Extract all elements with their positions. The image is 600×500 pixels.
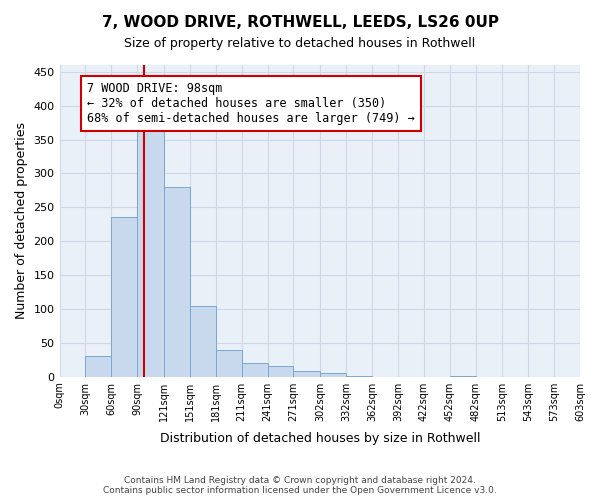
Bar	[85, 356, 112, 376]
Bar	[268, 366, 293, 376]
Bar	[216, 350, 242, 376]
Bar	[242, 363, 268, 376]
Y-axis label: Number of detached properties: Number of detached properties	[15, 122, 28, 320]
Text: Contains HM Land Registry data © Crown copyright and database right 2024.
Contai: Contains HM Land Registry data © Crown c…	[103, 476, 497, 495]
Bar	[293, 371, 320, 376]
Text: Size of property relative to detached houses in Rothwell: Size of property relative to detached ho…	[124, 38, 476, 51]
Text: 7 WOOD DRIVE: 98sqm
← 32% of detached houses are smaller (350)
68% of semi-detac: 7 WOOD DRIVE: 98sqm ← 32% of detached ho…	[87, 82, 415, 125]
Bar	[137, 130, 164, 376]
X-axis label: Distribution of detached houses by size in Rothwell: Distribution of detached houses by size …	[160, 432, 480, 445]
Bar	[190, 306, 216, 376]
Text: 7, WOOD DRIVE, ROTHWELL, LEEDS, LS26 0UP: 7, WOOD DRIVE, ROTHWELL, LEEDS, LS26 0UP	[101, 15, 499, 30]
Bar	[320, 374, 346, 376]
Bar	[112, 218, 137, 376]
Bar	[164, 187, 190, 376]
